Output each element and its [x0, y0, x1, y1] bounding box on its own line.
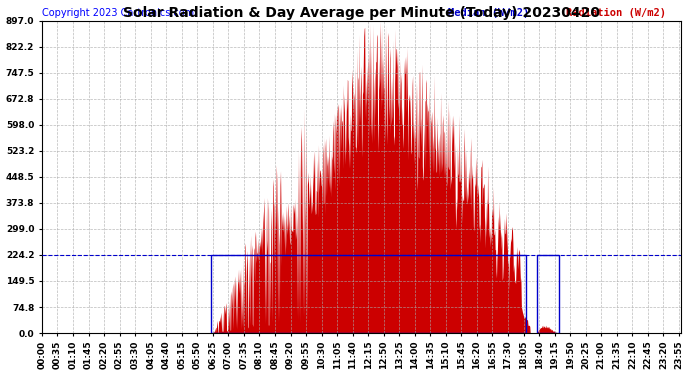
- Text: Median (W/m2): Median (W/m2): [448, 8, 529, 18]
- Title: Solar Radiation & Day Average per Minute (Today) 20230420: Solar Radiation & Day Average per Minute…: [123, 6, 600, 20]
- Bar: [210, 255, 526, 333]
- Text: Radiation (W/m2): Radiation (W/m2): [566, 8, 666, 18]
- Bar: [537, 255, 559, 333]
- Text: Copyright 2023 Cartronics.com: Copyright 2023 Cartronics.com: [42, 8, 194, 18]
